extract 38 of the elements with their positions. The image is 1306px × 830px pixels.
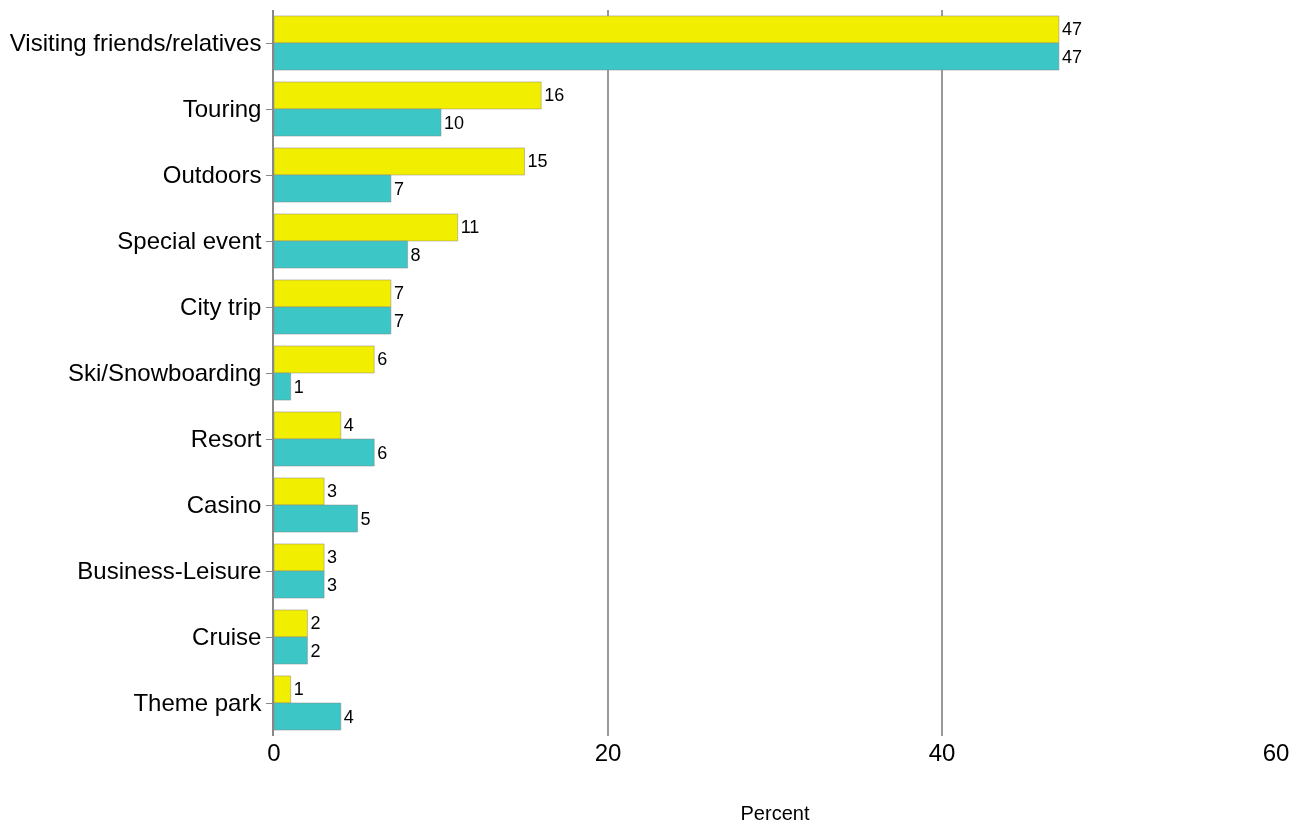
y-tick-label: City trip [180,293,262,321]
y-tick-label: Business-Leisure [77,557,262,585]
data-label: 1 [293,376,304,397]
data-label: 47 [1061,19,1082,40]
x-tick-label: 40 [928,739,956,766]
data-label: 10 [444,112,465,133]
data-label: 3 [327,547,338,568]
x-axis-title: Percent [740,801,810,824]
y-tick-label: Outdoors [162,161,262,189]
data-label: 11 [460,217,480,238]
data-label: 7 [393,178,404,199]
data-label: 3 [327,574,338,595]
data-label: 15 [527,151,548,172]
x-tick-label: 60 [1262,739,1290,766]
y-tick-label: Visiting friends/relatives [9,29,262,57]
y-tick-label: Resort [190,425,262,453]
y-tick-label: Theme park [133,689,263,717]
data-label: 2 [310,640,321,661]
data-label: 5 [360,508,371,529]
data-label: 2 [310,613,321,634]
y-tick-label: Casino [186,491,262,519]
data-label: 3 [327,481,338,502]
data-label: 7 [393,283,404,304]
data-label: 4 [343,706,354,727]
y-tick-label: Touring [182,95,262,123]
y-tick-label: Ski/Snowboarding [68,359,262,387]
data-label: 8 [410,244,421,265]
y-tick-label: Special event [117,227,262,255]
data-label: 6 [377,349,388,370]
data-label: 6 [377,442,388,463]
data-label: 1 [293,679,304,700]
data-label: 16 [544,85,565,106]
data-label: 4 [343,415,354,436]
x-tick-label: 20 [594,739,622,766]
data-label: 47 [1061,46,1082,67]
x-tick-label: 0 [267,739,281,766]
y-tick-label: Cruise [192,623,262,651]
data-label: 7 [393,310,404,331]
